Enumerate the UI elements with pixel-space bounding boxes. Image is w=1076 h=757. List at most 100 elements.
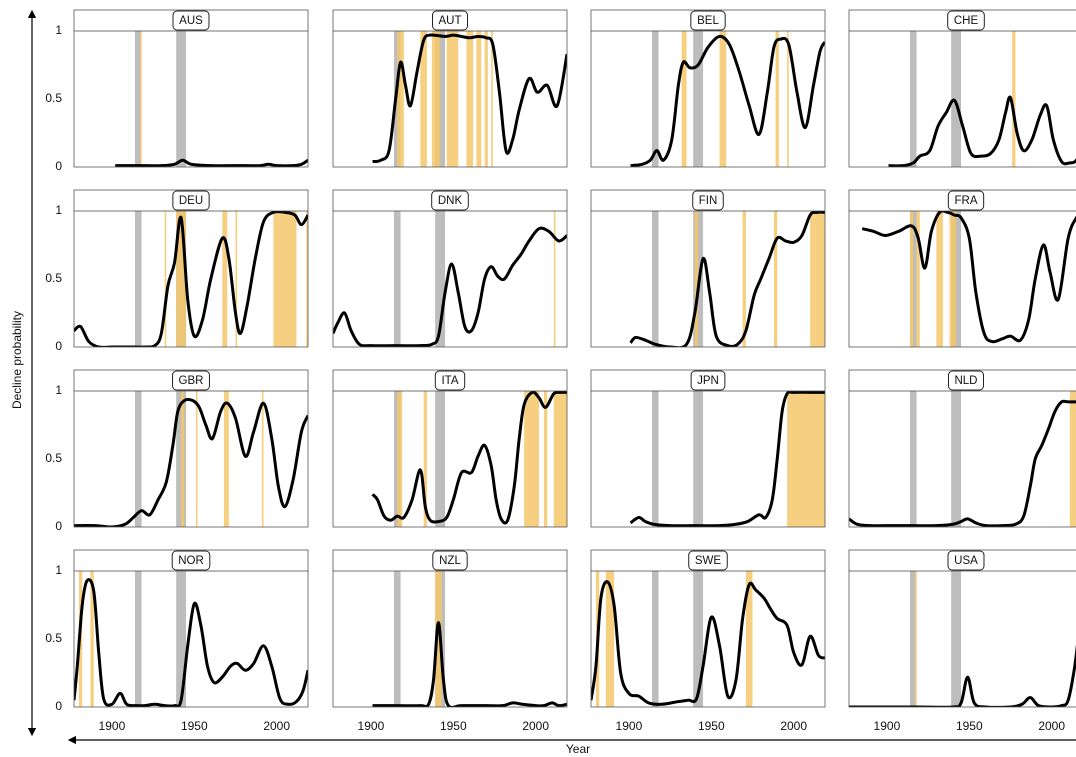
strip-label-box: [431, 190, 469, 211]
strip-label-box: [432, 10, 468, 31]
panel: DEU 0 0.5 1: [45, 189, 309, 353]
decline-band: [223, 391, 229, 527]
decline-line: [74, 397, 308, 527]
y-tick-label: 0.5: [45, 631, 62, 645]
strip-label-box: [171, 550, 211, 571]
reference-band: [134, 391, 142, 527]
strip-label: AUT: [439, 15, 462, 27]
decline-line: [629, 211, 825, 347]
strip-label: NZL: [439, 555, 461, 567]
panel-frame: [590, 549, 826, 708]
decline-band: [916, 211, 920, 347]
panel: CHE: [848, 9, 1076, 168]
decline-band: [936, 211, 943, 347]
decline-line: [333, 226, 567, 347]
strip-label-box: [947, 190, 985, 211]
strip-label: FIN: [699, 195, 718, 207]
reference-band: [393, 211, 401, 347]
decline-band: [909, 211, 914, 347]
decline-band: [273, 211, 297, 347]
decline-band: [543, 391, 548, 527]
decline-band: [681, 31, 687, 167]
panel-frame: [848, 189, 1076, 348]
strip-label-box: [688, 550, 728, 571]
strip-label: USA: [954, 555, 978, 567]
decline-band: [949, 211, 957, 347]
panel-frame: [332, 369, 568, 528]
panel-frame: [848, 369, 1076, 528]
reference-band: [909, 571, 917, 707]
x-tick-label: 1900: [616, 719, 643, 733]
decline-line: [372, 33, 567, 164]
reference-band: [651, 31, 659, 167]
reference-band: [435, 391, 446, 527]
plot-area: [591, 571, 825, 707]
decline-band: [1069, 391, 1076, 527]
plot-area: [849, 391, 1076, 527]
x-tick-label: 1950: [181, 719, 208, 733]
panel: GBR 0 0.5 1: [45, 369, 309, 533]
panel-frame: [73, 549, 309, 708]
decline-band: [694, 211, 699, 347]
decline-band: [435, 571, 442, 707]
panel: BEL: [590, 9, 826, 168]
plot-area: [372, 571, 567, 707]
strip-label-box: [692, 190, 724, 211]
x-tick-label: 2000: [780, 719, 807, 733]
decline-line: [629, 391, 825, 527]
reference-band: [435, 211, 446, 347]
strip-label: JPN: [697, 375, 719, 387]
y-axis-label: Decline probability: [10, 311, 24, 409]
decline-band: [742, 211, 746, 347]
decline-band: [181, 391, 185, 527]
decline-band: [397, 31, 404, 167]
reference-band: [951, 571, 962, 707]
y-tick-label: 0.5: [45, 271, 62, 285]
decline-line: [888, 95, 1076, 167]
decline-band: [775, 31, 779, 167]
strip-label-box: [947, 10, 985, 31]
y-tick-label: 0: [55, 699, 62, 713]
decline-line: [591, 580, 825, 706]
plot-area: [74, 211, 308, 347]
decline-band: [605, 571, 615, 707]
x-tick-label: 1950: [440, 719, 467, 733]
panel: AUT: [332, 9, 568, 168]
strip-label-box: [690, 370, 726, 391]
decline-band: [420, 31, 427, 167]
plot-area: [333, 211, 567, 347]
plot-area: [629, 391, 825, 527]
panel: NLD: [848, 369, 1076, 528]
reference-band: [176, 571, 187, 707]
decline-band: [553, 391, 567, 527]
panel-frame: [590, 369, 826, 528]
reference-band: [176, 31, 187, 167]
reference-band: [651, 571, 659, 707]
y-tick-label: 0.5: [45, 451, 62, 465]
plot-area: [629, 211, 825, 347]
decline-line: [630, 34, 825, 167]
strip-label: FRA: [955, 195, 978, 207]
panel: JPN: [590, 369, 826, 528]
strip-label-box: [690, 10, 726, 31]
decline-line: [115, 158, 308, 167]
reference-band: [651, 391, 659, 527]
plot-area: [74, 571, 308, 707]
strip-label-box: [172, 190, 210, 211]
plot-area: [115, 31, 308, 167]
decline-band: [484, 31, 488, 167]
y-tick-label: 1: [55, 23, 62, 37]
reference-band: [134, 211, 142, 347]
x-tick-label: 1900: [358, 719, 385, 733]
decline-band: [90, 571, 94, 707]
decline-band: [491, 31, 493, 167]
y-tick-label: 0.5: [45, 91, 62, 105]
decline-band: [719, 31, 727, 167]
reference-band: [651, 211, 659, 347]
decline-band: [787, 31, 789, 167]
panel-frame: [848, 549, 1076, 708]
panel-frame: [73, 369, 309, 528]
panel-frame: [73, 189, 309, 348]
reference-band: [951, 31, 962, 167]
